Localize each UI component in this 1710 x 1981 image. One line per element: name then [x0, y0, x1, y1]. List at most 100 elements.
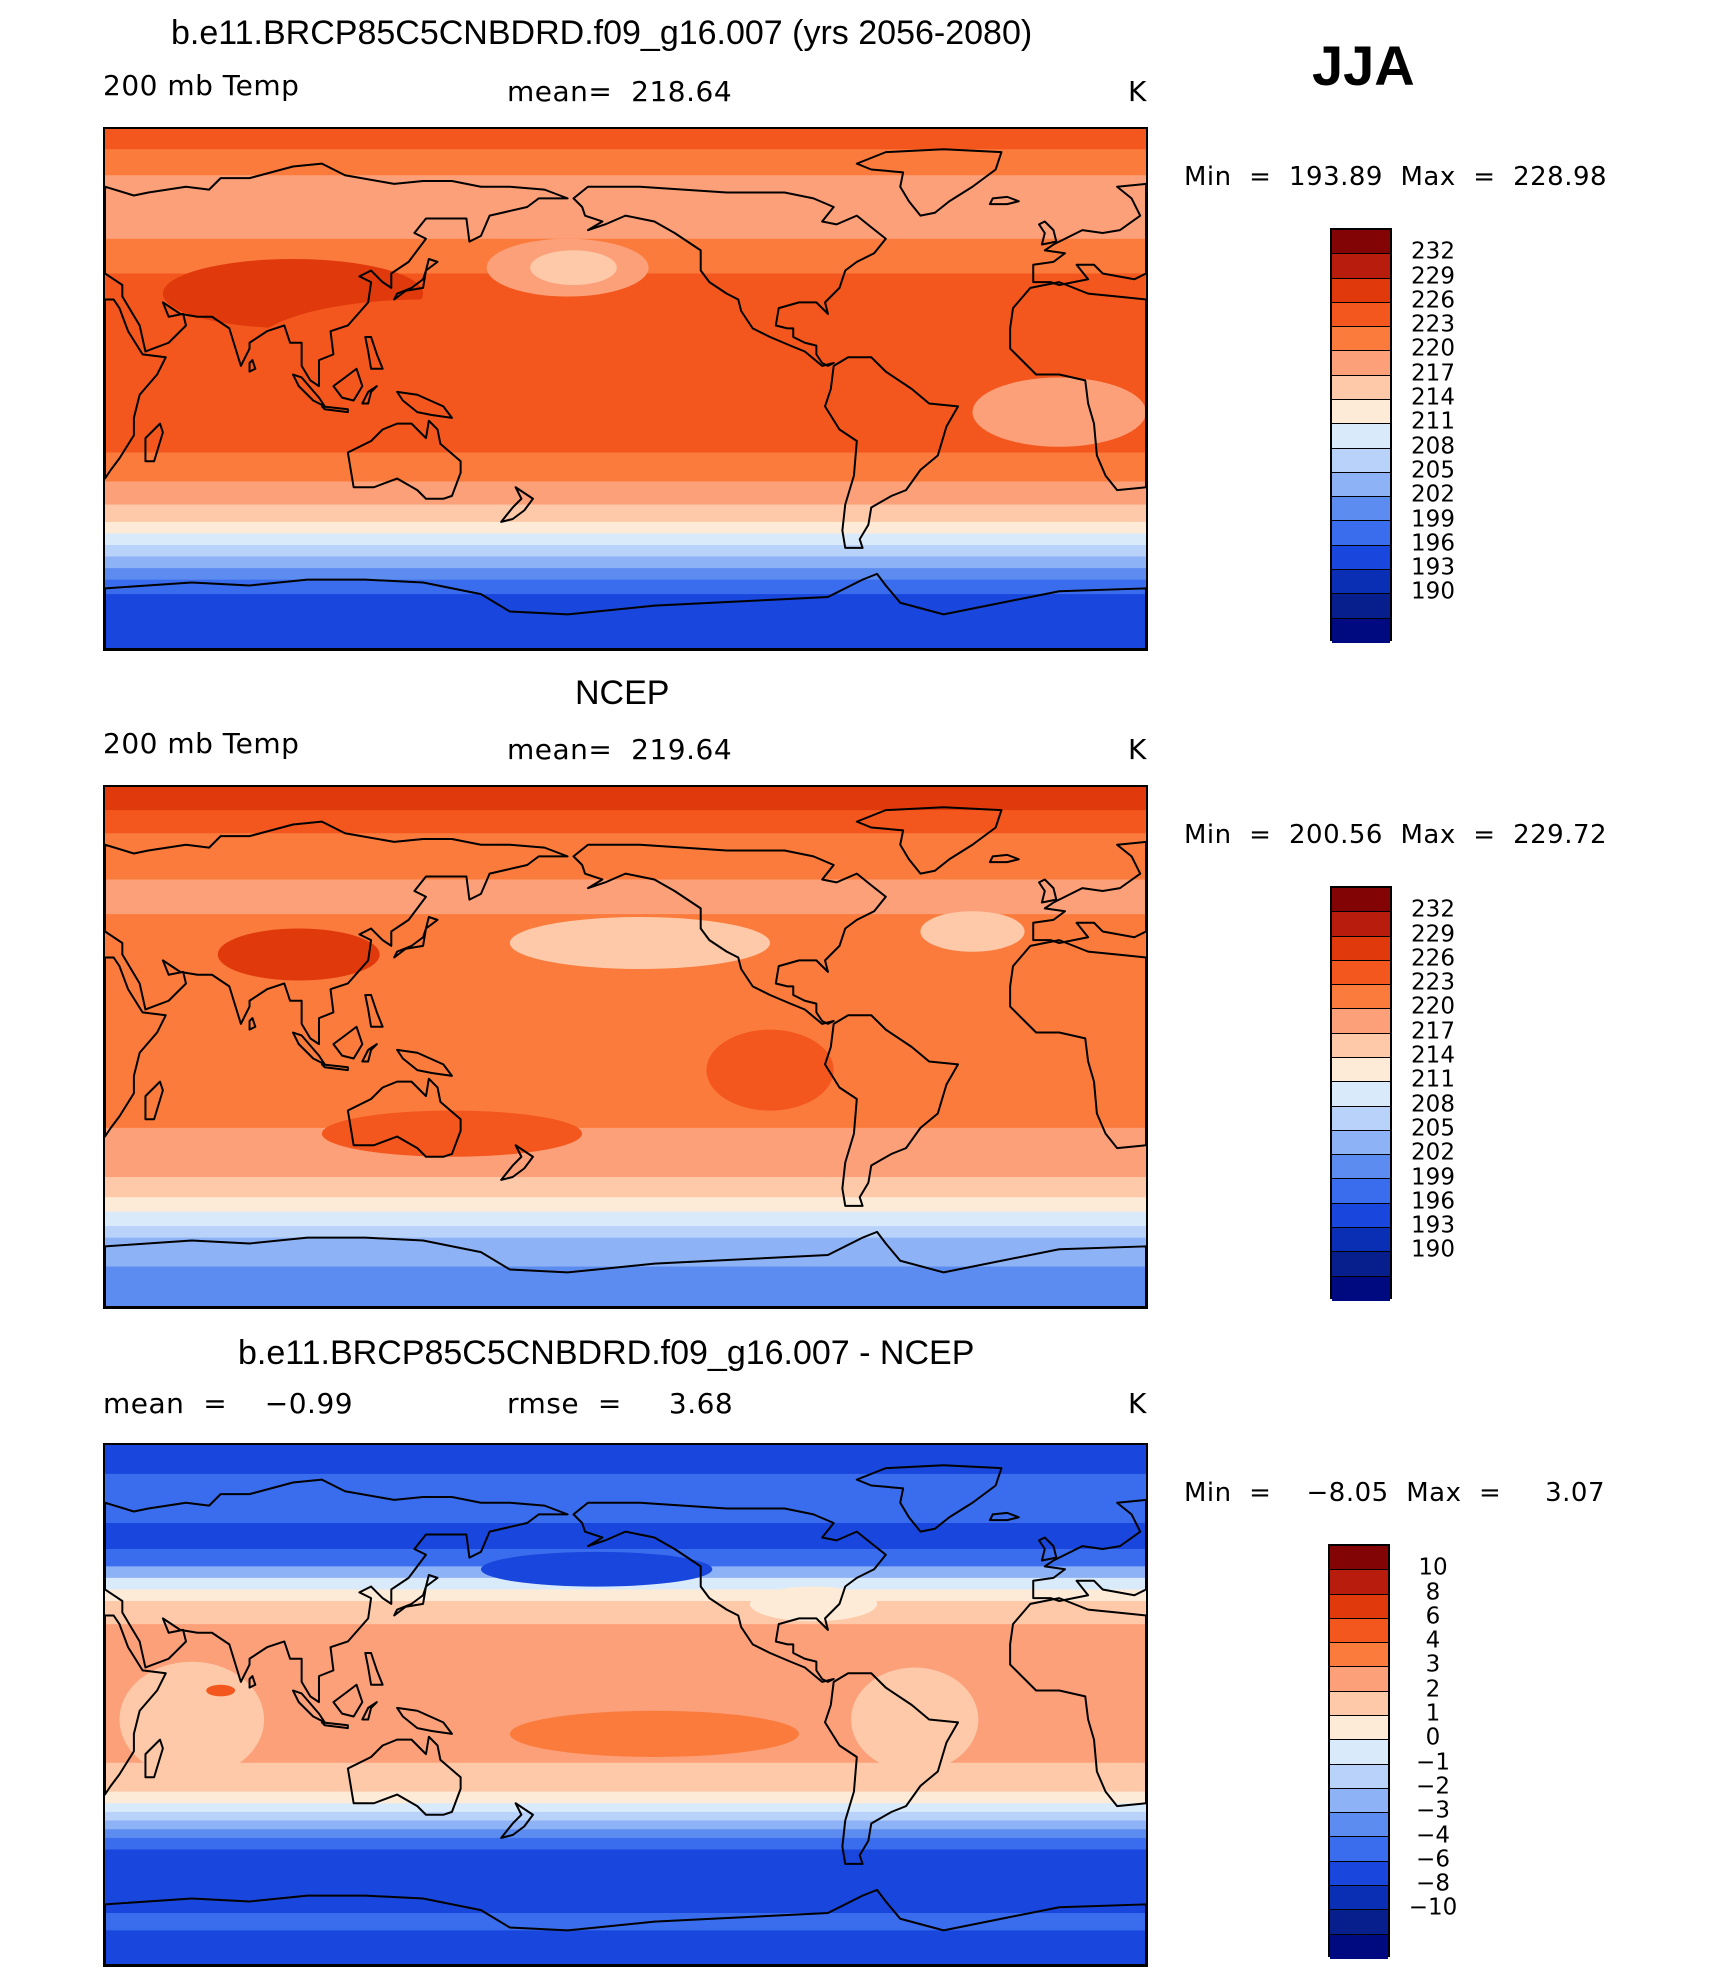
colorbar-swatch — [1332, 254, 1390, 279]
colorbar-swatch — [1332, 912, 1390, 937]
contour-band — [105, 504, 1146, 523]
contour-region — [217, 928, 380, 981]
contour-band — [105, 1177, 1146, 1198]
contour-region — [509, 1710, 799, 1757]
colorbar-tick-label: −1 — [1416, 1749, 1450, 1776]
colorbar-swatch — [1332, 1033, 1390, 1058]
colorbar-tick-label: −4 — [1416, 1822, 1450, 1849]
colorbar-swatch — [1332, 424, 1390, 449]
colorbar-swatch — [1332, 278, 1390, 303]
contour-band — [105, 1829, 1146, 1839]
contour-band — [105, 1197, 1146, 1213]
coastline — [393, 258, 439, 301]
coastline — [361, 385, 378, 405]
colorbar-tick-label: 10 — [1418, 1554, 1448, 1581]
panel-rmse-label-diff: rmse = 3.68 — [507, 1387, 734, 1420]
coastline — [988, 853, 1020, 864]
colorbar-swatch — [1332, 1276, 1390, 1301]
panel-units-diff: K — [1128, 1387, 1147, 1420]
colorbar-tick-label: 226 — [1411, 287, 1455, 314]
minmax-obs: Min = 200.56 Max = 229.72 — [1184, 820, 1608, 850]
coastline — [320, 1063, 349, 1072]
coastline — [346, 419, 462, 500]
contour-band — [105, 1266, 1146, 1307]
contour-band — [105, 175, 1146, 240]
contour-band — [105, 556, 1146, 569]
coastline — [105, 1478, 569, 1704]
colorbar-tick-label: 193 — [1411, 1212, 1455, 1239]
colorbar-tick-label: 232 — [1411, 896, 1455, 923]
coastline — [1038, 1536, 1058, 1562]
contour-region — [972, 377, 1146, 447]
colorbar-tick-label: 196 — [1411, 530, 1455, 557]
colorbar-tick-label: 211 — [1411, 1066, 1455, 1093]
contour-band — [105, 1913, 1146, 1931]
colorbar-tick-label: 217 — [1411, 360, 1455, 387]
coastline — [1009, 1597, 1146, 1808]
coastline — [364, 994, 384, 1028]
coastline — [1032, 840, 1146, 944]
panel-variable-label-model: 200 mb Temp — [103, 69, 300, 102]
colorbar-tick-label: 190 — [1411, 1236, 1455, 1263]
panel-mean-label-diff: mean = −0.99 — [103, 1387, 354, 1420]
contour-band — [105, 594, 1146, 649]
colorbar-swatch — [1332, 888, 1390, 913]
colorbar-tick-label: −3 — [1416, 1797, 1450, 1824]
coastline — [248, 1675, 257, 1689]
contour-band — [105, 1127, 1146, 1178]
colorbar-tick-label: −8 — [1416, 1870, 1450, 1897]
coastline — [105, 820, 569, 1046]
panel-title-obs: NCEP — [575, 674, 670, 712]
colorbar-swatch — [1330, 1691, 1388, 1716]
colorbar-swatch — [1330, 1861, 1388, 1886]
colorbar-swatch — [1332, 351, 1390, 376]
colorbar-swatch — [1332, 399, 1390, 425]
colorbar-tick-label: 6 — [1425, 1603, 1441, 1630]
colorbar-tick-label: 199 — [1411, 506, 1455, 533]
coastline — [105, 162, 569, 388]
contour-region — [249, 299, 597, 404]
contour-band — [105, 1849, 1146, 1914]
coastline — [396, 1048, 453, 1077]
colorbar-tick-label: 1 — [1425, 1700, 1441, 1727]
colorbar-tick-label: 193 — [1411, 554, 1455, 581]
colorbar-swatch — [1332, 1203, 1390, 1228]
coastline — [824, 1014, 960, 1207]
colorbar-swatch — [1332, 960, 1390, 986]
colorbar-swatch — [1330, 1910, 1388, 1935]
contour-band — [105, 1837, 1146, 1850]
contour-band — [105, 1791, 1146, 1804]
colorbar-swatch — [1330, 1740, 1388, 1765]
colorbar-swatch — [1332, 302, 1390, 328]
colorbar-swatch — [1332, 1130, 1390, 1156]
coastline — [361, 1701, 378, 1721]
contour-region — [851, 1667, 979, 1772]
contour-band — [105, 579, 1146, 595]
colorbar-swatch — [1330, 1618, 1388, 1644]
coastline — [988, 195, 1020, 206]
contour-band — [105, 1601, 1146, 1625]
coastline — [988, 1511, 1020, 1522]
colorbar-labels-diff: 10 8 6 4 3 2 1 0 −1 −2 −3 −4 −6 −8 −10 — [1403, 1544, 1483, 1957]
colorbar-tick-label: 226 — [1411, 945, 1455, 972]
coastline — [396, 390, 453, 419]
coastline — [105, 572, 1146, 649]
colorbar-tick-label: 208 — [1411, 433, 1455, 460]
colorbar-swatch — [1330, 1813, 1388, 1838]
colorbar-labels-obs: 232 229 226 223 220 217 214 211 208 205 202 199 196 1… — [1403, 886, 1483, 1299]
colorbar-swatch — [1332, 569, 1390, 595]
contour-band — [105, 810, 1146, 834]
coastline — [320, 1721, 349, 1730]
colorbar-swatch — [1332, 1155, 1390, 1180]
coastline — [144, 422, 164, 463]
panel-mean-label-model: mean= 218.64 — [507, 75, 733, 108]
colorbar-swatch — [1332, 1106, 1390, 1131]
contour-region — [321, 1110, 583, 1157]
coastline — [1009, 281, 1146, 492]
coastline — [500, 1802, 534, 1839]
contour-region — [206, 1684, 236, 1697]
coastline — [144, 1080, 164, 1121]
coastline — [1038, 878, 1058, 904]
map-canvas — [105, 1445, 1146, 1965]
colorbar-tick-label: −6 — [1416, 1846, 1450, 1873]
